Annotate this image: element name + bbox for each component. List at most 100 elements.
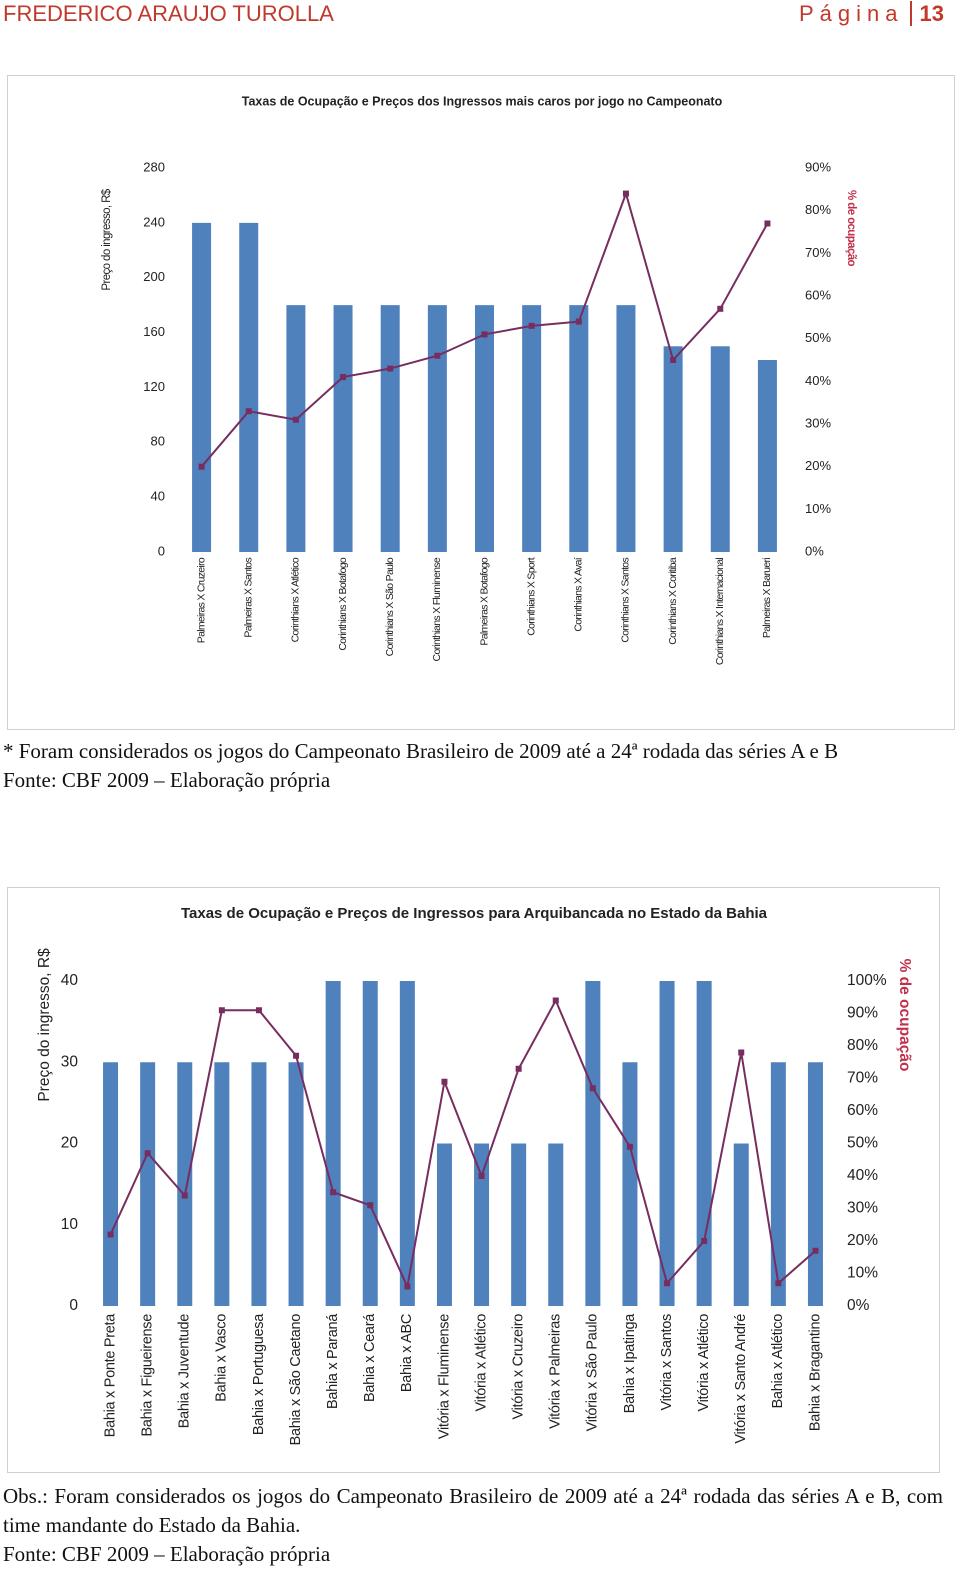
line-marker (701, 1238, 708, 1244)
bar (251, 1062, 267, 1306)
x-tick-label: Bahia x Paraná (325, 1313, 341, 1409)
x-tick-label: Corinthians X Coritiba (667, 557, 679, 645)
y2-tick-label: 0% (847, 1297, 870, 1314)
bar (585, 981, 601, 1306)
line-marker (340, 374, 347, 381)
y-tick-label: 20 (61, 1135, 79, 1152)
y2-tick-label: 20% (805, 458, 831, 473)
bar (522, 305, 542, 552)
x-tick-label: Corinthians X Botafogo (337, 557, 349, 650)
line-marker (404, 1283, 411, 1290)
y-tick-label: 160 (143, 324, 165, 339)
line-marker (330, 1189, 337, 1196)
line-marker (717, 305, 724, 312)
bar (140, 1062, 156, 1306)
bar (103, 1062, 119, 1306)
line-marker (255, 1007, 262, 1014)
x-tick-label: Vitória x Fluminense (436, 1314, 452, 1439)
bar (239, 222, 259, 552)
bar (710, 346, 730, 552)
line-marker (664, 1280, 671, 1287)
line-marker (478, 1173, 485, 1179)
line-marker (589, 1085, 596, 1092)
line-marker (528, 322, 535, 329)
x-tick-label: Bahia x Bragantino (807, 1314, 823, 1431)
y2-tick-label: 40% (847, 1167, 878, 1184)
y-tick-label: 40 (61, 972, 79, 989)
note: * Foram considerados os jogos do Campeon… (3, 737, 943, 795)
note-text: * Foram considerados os jogos do Campeon… (3, 739, 839, 763)
y-tick-label: 240 (143, 214, 165, 229)
bar (659, 981, 675, 1306)
bar (380, 305, 400, 552)
chart-title: Taxas de Ocupação e Preços dos Ingressos… (242, 94, 723, 108)
bar (663, 346, 683, 552)
bar (733, 1143, 749, 1306)
note-text: Obs.: Foram considerados os jogos do Cam… (3, 1484, 943, 1537)
x-tick-label: Corinthians X Internacional (714, 558, 726, 666)
bar (177, 1062, 193, 1306)
y2-axis-title: % de ocupação (896, 959, 913, 1072)
line-marker (198, 463, 205, 470)
y2-tick-label: 80% (805, 202, 831, 217)
x-tick-label: Vitória x Cruzeiro (510, 1314, 526, 1420)
y-tick-label: 30 (61, 1053, 79, 1070)
bar (399, 981, 415, 1306)
y2-tick-label: 80% (847, 1037, 878, 1054)
x-tick-label: Bahia x Vasco (214, 1314, 230, 1402)
x-tick-label: Corinthians X Fluminense (431, 557, 443, 661)
x-tick-label: Bahia x Atlético (770, 1314, 786, 1409)
y-axis-title: Preço do ingresso, R$ (36, 948, 53, 1102)
x-tick-label: Bahia x Ceará (362, 1313, 378, 1402)
y-axis-title: Preço do ingresso, R$ (101, 188, 113, 290)
x-tick-label: Corinthians X Sport (525, 557, 537, 636)
x-tick-label: Corinthians X Avaí (573, 557, 585, 631)
bar (362, 981, 378, 1306)
line-marker (775, 1280, 782, 1287)
line-marker (245, 408, 252, 415)
y-tick-label: 200 (143, 269, 165, 284)
author: FREDERICO ARAUJO TUROLLA (3, 1, 334, 26)
bar (214, 1062, 230, 1306)
y-tick-label: 10 (61, 1216, 79, 1233)
x-tick-label: Bahia x Ipatinga (622, 1313, 638, 1413)
page-indicator: Página 13 (799, 0, 944, 28)
bar (770, 1062, 786, 1306)
x-tick-label: Bahia x Juventude (177, 1314, 193, 1428)
x-tick-label: Vitória x Palmeiras (548, 1314, 564, 1429)
x-tick-label: Vitória x Santos (659, 1314, 675, 1411)
page-label: Página (799, 1, 904, 26)
line-marker (515, 1065, 522, 1072)
y-tick-label: 0 (158, 543, 165, 558)
bar (475, 305, 494, 552)
x-tick-label: Vitória x Santo André (733, 1314, 749, 1444)
y-tick-label: 120 (143, 379, 165, 394)
y2-axis-title: % de ocupação (845, 190, 857, 266)
line-marker (181, 1192, 188, 1199)
y2-tick-label: 50% (805, 330, 831, 345)
line (109, 998, 817, 1290)
y2-tick-label: 30% (805, 415, 831, 430)
bar (192, 222, 212, 552)
y2-tick-label: 90% (847, 1005, 878, 1022)
y2-tick-label: 0% (805, 543, 824, 558)
x-tick-label: Bahia x Ponte Preta (102, 1313, 118, 1438)
y2-tick-label: 90% (805, 159, 831, 174)
x-tick-label: Vitória x Atlético (696, 1314, 712, 1412)
x-tick-label: Vitória x São Paulo (585, 1314, 601, 1432)
bar (511, 1143, 527, 1306)
line-marker (367, 1202, 374, 1209)
bar (569, 305, 589, 552)
y2-tick-label: 60% (805, 287, 831, 302)
note-source: Fonte: CBF 2009 – Elaboração própria (3, 1542, 331, 1566)
bar (286, 305, 306, 552)
x-tick-label: Corinthians X Atlético (290, 557, 302, 642)
x-tick-label: Palmeiras X Barueri (761, 558, 773, 638)
line-marker (107, 1231, 114, 1238)
line-marker (738, 1049, 745, 1056)
line-marker (622, 190, 629, 197)
y2-tick-label: 70% (847, 1070, 878, 1087)
line-marker (481, 331, 488, 338)
